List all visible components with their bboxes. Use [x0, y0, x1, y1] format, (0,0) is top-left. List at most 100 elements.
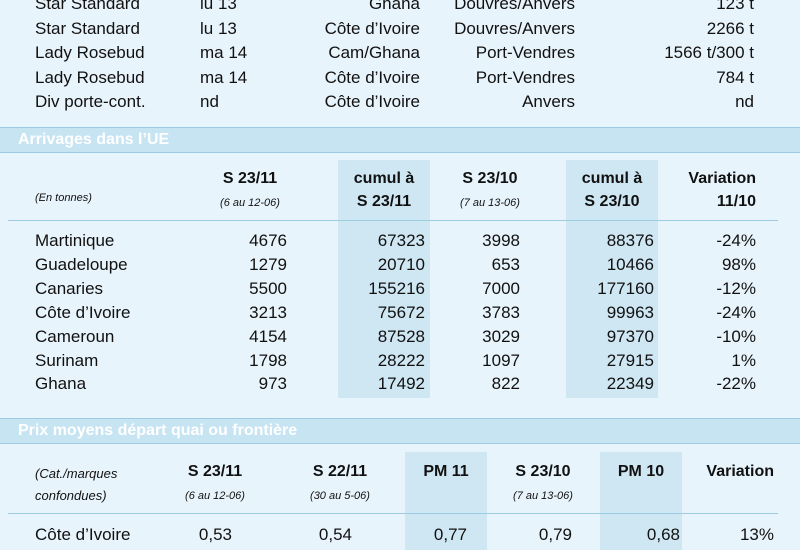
arrivages-cell-country: Ghana	[35, 374, 87, 394]
arrivages-cell-cumul-s2310: 88376	[606, 231, 654, 250]
arrivages-cell-cumul-s2311: 155216	[368, 278, 425, 298]
arrivages-cell-s2310: 653	[491, 254, 520, 274]
ship-destination: Port-Vendres	[475, 43, 575, 62]
arrivages-cell-cumul-s2310: 97370	[606, 326, 654, 346]
col-cumul1-header-line1: cumul à	[353, 170, 415, 187]
arrivages-cell-cumul-s2310: 99963	[606, 302, 654, 322]
arrivages-cell-cumul-s2310: 22349	[606, 374, 654, 394]
prix-col-variation-header: Variation	[706, 463, 774, 480]
ship-origin: Cam/Ghana	[328, 43, 420, 62]
ship-origin: Côte d’Ivoire	[324, 18, 420, 38]
col-s2311-subheader: (6 au 12-06)	[220, 197, 280, 209]
arrivages-cell-variation: -24%	[716, 302, 756, 322]
col-s2311-header: S 23/11	[222, 170, 278, 187]
ship-date: lu 13	[200, 0, 237, 13]
arrivages-cell-cumul-s2310: 177160	[597, 278, 654, 298]
arrivages-cell-s2310: 1097	[482, 350, 520, 370]
prix-note-line1: (Cat./marques	[35, 466, 118, 481]
arrivages-cell-cumul-s2311: 20710	[377, 254, 425, 274]
arrivages-cell-country: Guadeloupe	[35, 254, 128, 274]
ship-quantity: nd	[735, 92, 754, 111]
prix-col-s2211-subheader: (30 au 5-06)	[310, 490, 370, 502]
arrivages-cell-country: Cameroun	[35, 326, 115, 346]
ship-name: Star Standard	[35, 18, 140, 38]
ship-quantity: 784 t	[716, 67, 754, 87]
prix-cell-variation: 13%	[739, 525, 774, 544]
arrivages-cell-country: Canaries	[35, 278, 104, 298]
arrivages-cell-variation: -22%	[716, 374, 756, 394]
prix-col-pm11-header: PM 11	[423, 463, 469, 480]
arrivages-cell-s2311: 4676	[249, 231, 287, 250]
cumul-2311-column-bg	[338, 160, 430, 398]
ship-destination: Douvres/Anvers	[454, 0, 575, 13]
arrivages-cell-variation: 1%	[731, 350, 756, 370]
arrivages-cell-s2310: 3029	[482, 326, 520, 346]
arrivages-cell-cumul-s2311: 75672	[377, 302, 425, 322]
arrivages-cell-variation: -12%	[716, 278, 756, 298]
col-cumul2-header-line2: S 23/10	[584, 193, 640, 210]
ship-origin: Ghana	[368, 0, 420, 13]
arrivages-cell-country: Surinam	[35, 350, 99, 370]
prix-cell-country: Côte d’Ivoire	[35, 525, 131, 544]
prix-note-line2: confondues)	[35, 488, 107, 503]
col-variation-header-line2: 11/10	[716, 193, 756, 210]
col-s2310-header: S 23/10	[462, 170, 518, 187]
ship-name: Lady Rosebud	[35, 67, 145, 87]
prix-col-s2311-subheader: (6 au 12-06)	[185, 490, 245, 502]
arrivages-cell-s2311: 1798	[249, 350, 287, 370]
prix-section-bar: Prix moyens départ quai ou frontière	[0, 418, 800, 444]
arrivages-cell-s2311: 4154	[249, 326, 287, 346]
arrivages-unit-note: (En tonnes)	[35, 192, 92, 204]
arrivages-cell-s2311: 1279	[249, 254, 287, 274]
arrivages-cell-variation: -24%	[716, 231, 756, 250]
ship-name: Div porte-cont.	[35, 92, 146, 111]
arrivages-cell-s2311: 3213	[249, 302, 287, 322]
arrivages-cell-cumul-s2311: 17492	[377, 374, 425, 394]
prix-col-s2211-header: S 22/11	[312, 463, 368, 480]
prix-col-pm10-header: PM 10	[617, 463, 665, 480]
pm10-column-bg	[600, 452, 682, 550]
col-s2310-subheader: (7 au 13-06)	[460, 197, 520, 209]
prix-cell-pm11: 0,77	[433, 525, 467, 544]
pm11-column-bg	[405, 452, 487, 550]
arrivages-cell-cumul-s2311: 28222	[377, 350, 425, 370]
ship-date: lu 13	[200, 18, 237, 38]
prix-title: Prix moyens départ quai ou frontière	[18, 422, 298, 439]
prix-col-s2310-subheader: (7 au 13-06)	[513, 490, 573, 502]
ship-date: nd	[200, 92, 219, 111]
ship-name: Lady Rosebud	[35, 43, 145, 62]
prix-cell-s2310: 0,79	[538, 525, 572, 544]
arrivages-cell-cumul-s2310: 10466	[606, 254, 654, 274]
col-variation-header-line1: Variation	[688, 170, 756, 187]
prix-header-divider	[8, 513, 778, 514]
ship-name: Star Standard	[35, 0, 140, 13]
arrivages-cell-s2311: 973	[258, 374, 287, 394]
col-cumul1-header-line2: S 23/11	[356, 193, 412, 210]
arrivages-cell-s2311: 5500	[249, 278, 287, 298]
arrivages-header-divider	[8, 220, 778, 221]
arrivages-cell-country: Martinique	[35, 231, 115, 250]
arrivages-section-bar: Arrivages dans l’UE	[0, 127, 800, 153]
cumul-2310-column-bg	[566, 160, 658, 398]
ship-quantity: 2266 t	[706, 18, 754, 38]
ship-destination: Anvers	[522, 92, 575, 111]
arrivages-cell-variation: -10%	[716, 326, 756, 346]
arrivages-cell-cumul-s2311: 87528	[377, 326, 425, 346]
arrivages-cell-cumul-s2311: 67323	[377, 231, 425, 250]
arrivages-cell-cumul-s2310: 27915	[606, 350, 654, 370]
arrivages-cell-s2310: 3998	[482, 231, 520, 250]
prix-col-s2310-header: S 23/10	[515, 463, 571, 480]
arrivages-cell-s2310: 3783	[482, 302, 520, 322]
ship-origin: Côte d’Ivoire	[324, 92, 420, 111]
ship-destination: Douvres/Anvers	[454, 18, 575, 38]
prix-cell-pm10: 0,68	[646, 525, 680, 544]
ship-quantity: 123 t	[716, 0, 754, 13]
ship-destination: Port-Vendres	[475, 67, 575, 87]
arrivages-title: Arrivages dans l’UE	[18, 131, 170, 148]
arrivages-cell-s2310: 7000	[482, 278, 520, 298]
ship-quantity: 1566 t/300 t	[664, 43, 754, 62]
arrivages-cell-s2310: 822	[491, 374, 520, 394]
prix-cell-s2211: 0,54	[318, 525, 352, 544]
arrivages-cell-country: Côte d’Ivoire	[35, 302, 131, 322]
col-cumul2-header-line1: cumul à	[581, 170, 643, 187]
